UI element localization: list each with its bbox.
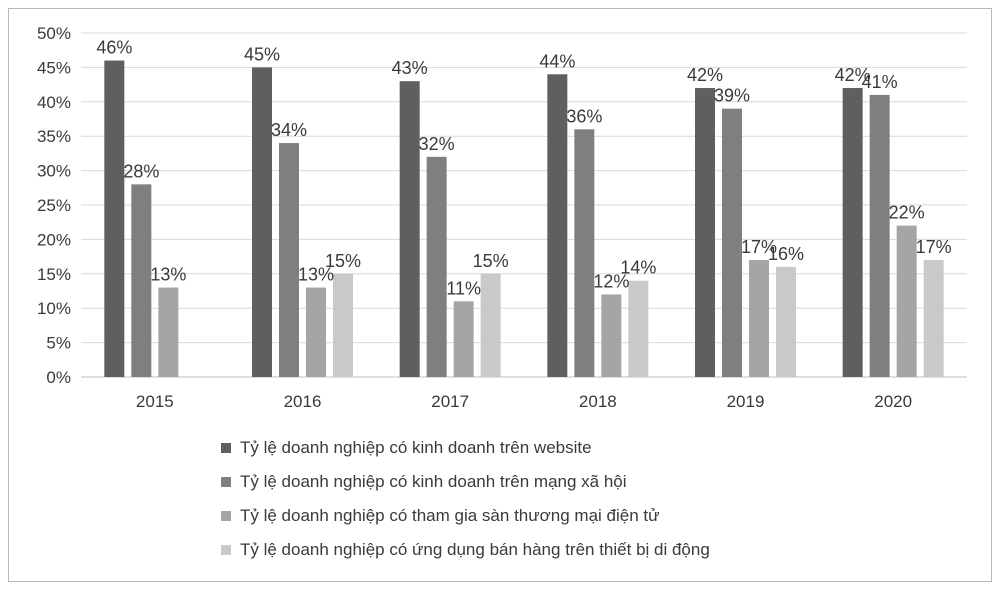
legend: Tỷ lệ doanh nghiệp có kinh doanh trên we… bbox=[221, 431, 710, 567]
x-tick-label: 2019 bbox=[727, 392, 765, 411]
data-label: 12% bbox=[593, 271, 629, 291]
data-label: 17% bbox=[741, 237, 777, 257]
data-label: 15% bbox=[473, 251, 509, 271]
legend-swatch bbox=[221, 511, 231, 521]
legend-label: Tỷ lệ doanh nghiệp có kinh doanh trên mạ… bbox=[240, 472, 627, 491]
data-labels: 46%28%13%45%34%13%15%43%32%11%15%44%36%1… bbox=[96, 38, 951, 299]
data-label: 42% bbox=[835, 65, 871, 85]
bars bbox=[104, 60, 944, 378]
legend-item: Tỷ lệ doanh nghiệp có kinh doanh trên we… bbox=[221, 431, 710, 465]
bar bbox=[776, 266, 796, 377]
bar bbox=[923, 260, 944, 377]
bar bbox=[842, 88, 863, 377]
y-axis-ticks: 0% 5% 10% 15% 20% 25% 30% 35% 40% 45% 50% bbox=[37, 24, 71, 387]
bar bbox=[426, 156, 447, 377]
data-label: 42% bbox=[687, 65, 723, 85]
data-label: 36% bbox=[566, 106, 602, 126]
bar bbox=[131, 184, 152, 377]
bar bbox=[547, 74, 568, 377]
bar bbox=[628, 280, 649, 377]
y-tick-label: 45% bbox=[37, 58, 71, 77]
legend-swatch bbox=[221, 545, 231, 555]
legend-swatch bbox=[221, 443, 231, 453]
x-tick-label: 2018 bbox=[579, 392, 617, 411]
legend-label: Tỷ lệ doanh nghiệp có ứng dụng bán hàng … bbox=[240, 540, 710, 559]
x-tick-label: 2017 bbox=[431, 392, 469, 411]
y-tick-label: 50% bbox=[37, 24, 71, 43]
data-label: 34% bbox=[271, 120, 307, 140]
bar bbox=[306, 287, 326, 377]
bar bbox=[869, 94, 890, 378]
bar bbox=[399, 81, 420, 377]
legend-item: Tỷ lệ doanh nghiệp có ứng dụng bán hàng … bbox=[221, 533, 710, 567]
data-label: 15% bbox=[325, 251, 361, 271]
data-label: 44% bbox=[539, 51, 575, 71]
bar bbox=[601, 294, 622, 377]
data-label: 16% bbox=[768, 244, 804, 264]
x-axis-ticks: 2015 2016 2017 2018 2019 2020 bbox=[136, 392, 912, 411]
x-tick-label: 2020 bbox=[874, 392, 912, 411]
bar bbox=[695, 88, 715, 377]
bar bbox=[279, 143, 299, 377]
y-tick-label: 20% bbox=[37, 230, 71, 249]
data-label: 41% bbox=[862, 72, 898, 92]
x-tick-label: 2015 bbox=[136, 392, 174, 411]
chart-frame: 0% 5% 10% 15% 20% 25% 30% 35% 40% 45% 50% 46% 28% 13… bbox=[8, 8, 992, 582]
bar bbox=[574, 129, 595, 377]
y-tick-label: 10% bbox=[37, 299, 71, 318]
data-label: 32% bbox=[419, 134, 455, 154]
y-tick-label: 15% bbox=[37, 265, 71, 284]
bar bbox=[252, 67, 272, 378]
data-label: 13% bbox=[150, 265, 186, 285]
data-label: 11% bbox=[446, 278, 481, 298]
bar bbox=[158, 287, 179, 377]
bar bbox=[453, 301, 474, 377]
y-tick-label: 5% bbox=[46, 334, 71, 353]
y-tick-label: 40% bbox=[37, 93, 71, 112]
bar-chart: 0% 5% 10% 15% 20% 25% 30% 35% 40% 45% 50% 46% 28% 13… bbox=[37, 24, 967, 411]
y-tick-label: 30% bbox=[37, 162, 71, 181]
data-label: 46% bbox=[96, 38, 132, 58]
legend-swatch bbox=[221, 477, 231, 487]
x-tick-label: 2016 bbox=[284, 392, 322, 411]
data-label: 14% bbox=[620, 258, 656, 278]
bar bbox=[333, 273, 353, 377]
data-label: 13% bbox=[298, 265, 334, 285]
data-label: 43% bbox=[392, 58, 428, 78]
bar bbox=[480, 273, 501, 377]
y-tick-label: 25% bbox=[37, 196, 71, 215]
data-label: 45% bbox=[244, 44, 280, 64]
legend-label: Tỷ lệ doanh nghiệp có kinh doanh trên we… bbox=[240, 438, 592, 457]
legend-item: Tỷ lệ doanh nghiệp có tham gia sàn thươn… bbox=[221, 499, 710, 533]
data-label: 17% bbox=[916, 237, 952, 257]
bar bbox=[896, 225, 917, 377]
y-tick-label: 0% bbox=[46, 368, 71, 387]
data-label: 39% bbox=[714, 86, 750, 106]
data-label: 28% bbox=[123, 161, 159, 181]
legend-item: Tỷ lệ doanh nghiệp có kinh doanh trên mạ… bbox=[221, 465, 710, 499]
bar bbox=[104, 60, 125, 378]
data-label: 22% bbox=[889, 203, 925, 223]
legend-label: Tỷ lệ doanh nghiệp có tham gia sàn thươn… bbox=[240, 506, 660, 525]
gridlines bbox=[81, 32, 967, 378]
y-tick-label: 35% bbox=[37, 127, 71, 146]
bar bbox=[749, 260, 769, 377]
bar bbox=[722, 108, 742, 378]
